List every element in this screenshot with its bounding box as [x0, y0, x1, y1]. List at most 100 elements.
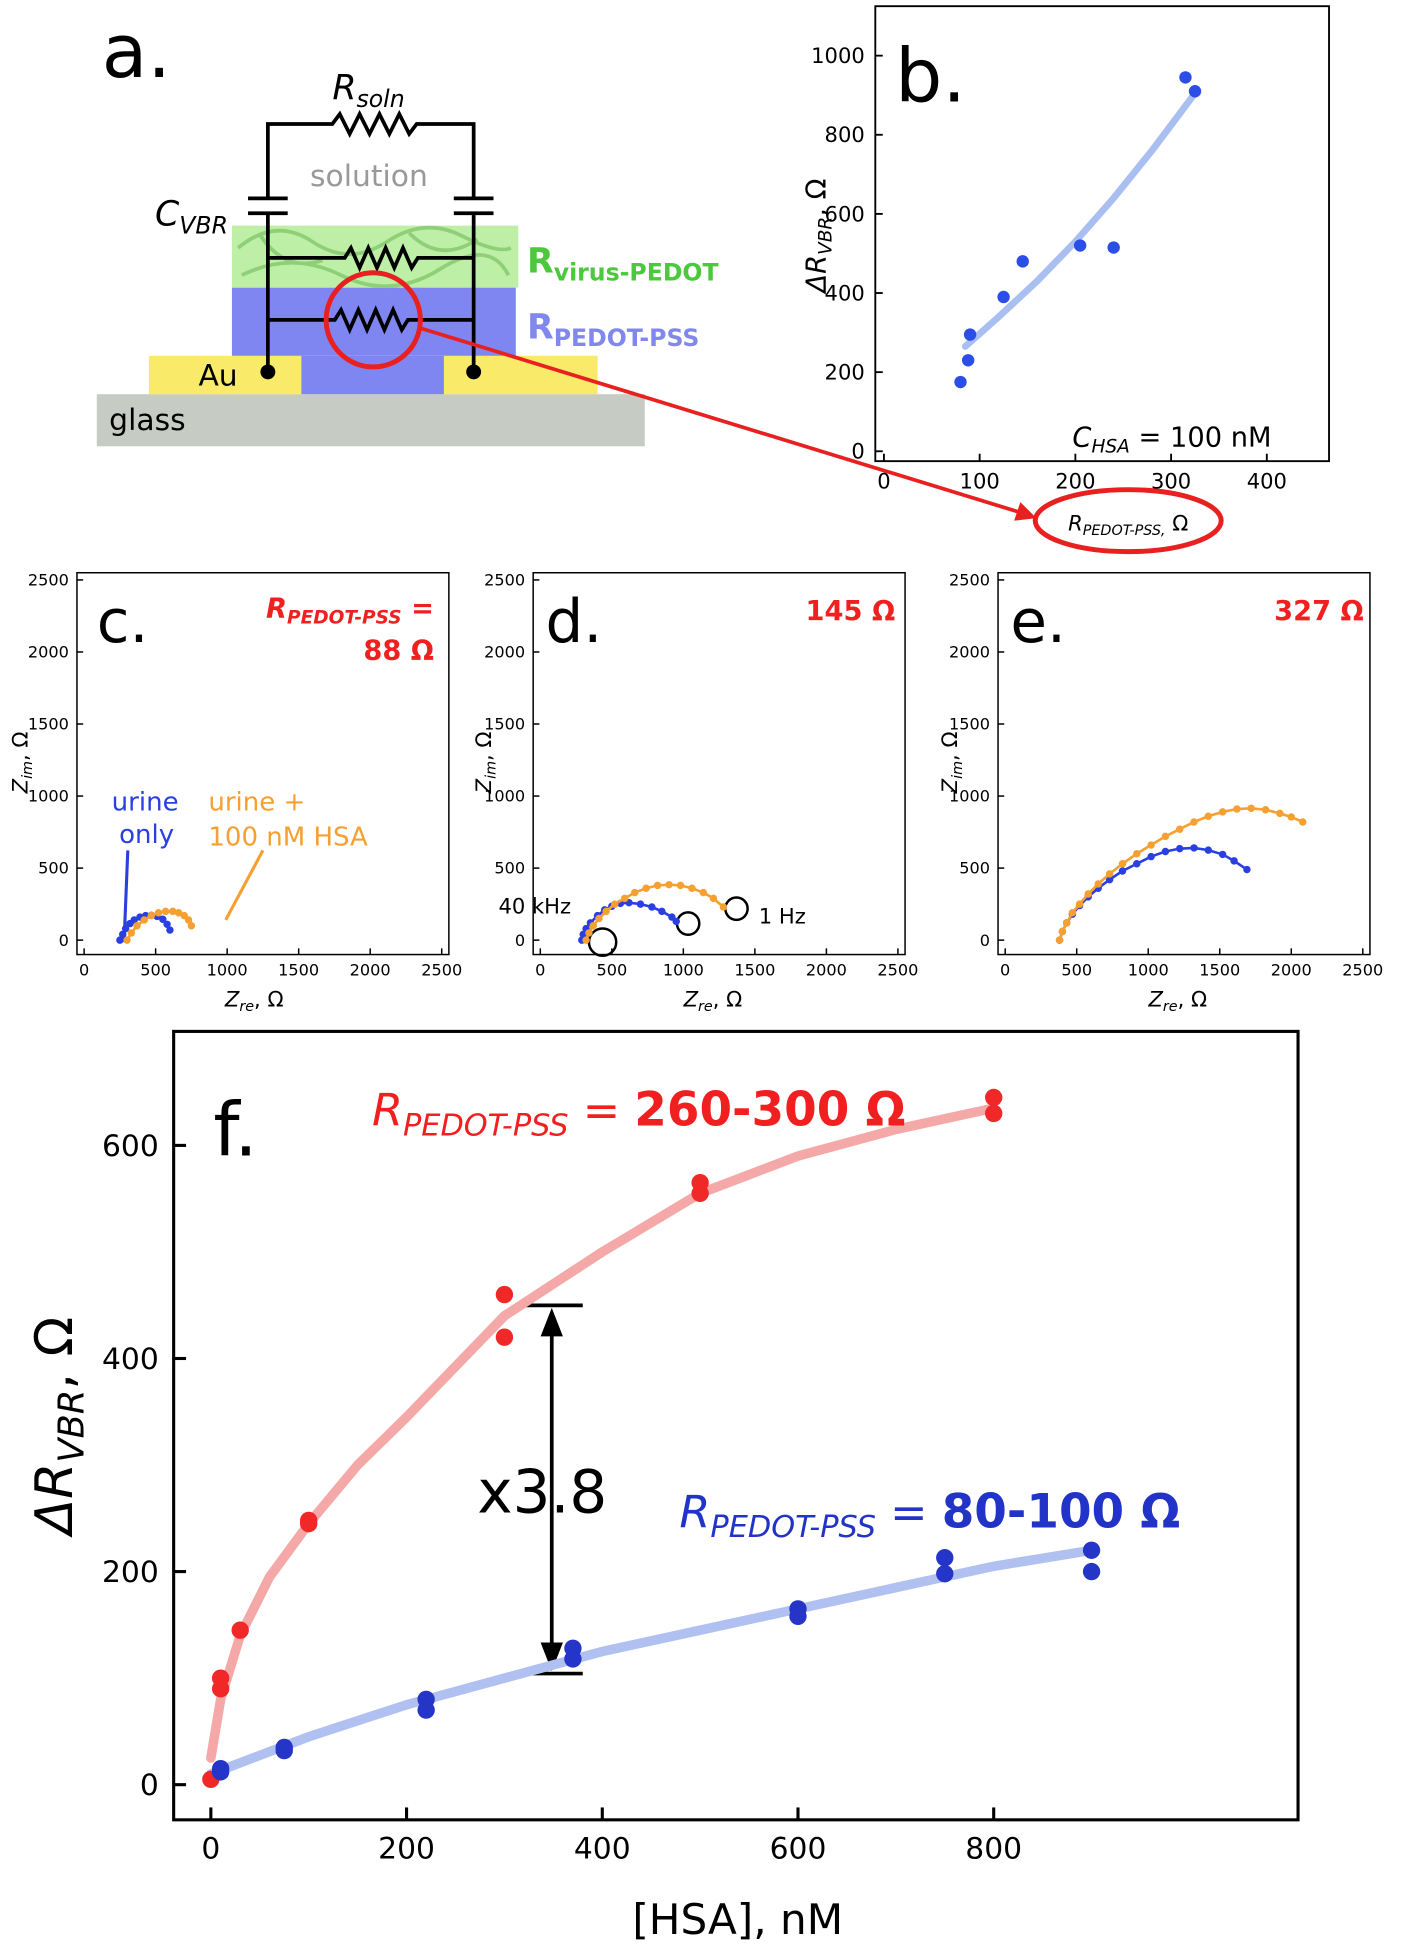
label-part: , Ω [713, 987, 743, 1012]
data-point [1107, 241, 1120, 254]
data-point [1298, 818, 1307, 826]
label-part: = [402, 593, 434, 624]
label: e. [1010, 588, 1066, 657]
plot-frame [997, 571, 1371, 956]
label: RPEDOT-PSS = 260-300 Ω [372, 1084, 905, 1144]
label: 40 kHz [498, 894, 571, 919]
data-point [985, 1088, 1003, 1107]
label-part: im [950, 761, 966, 779]
y-tick-label: 1000 [484, 787, 525, 806]
y-tick-label: 2000 [28, 643, 69, 662]
label-part: Z [937, 778, 962, 794]
y-tick-label: 0 [59, 931, 69, 950]
label-part: R [679, 1486, 710, 1538]
x-tick-label: 1500 [734, 960, 775, 979]
data-point [985, 1104, 1003, 1123]
y-tick-label: 800 [825, 122, 865, 147]
data-point [1058, 927, 1067, 936]
label: ΔRVBR, Ω [802, 179, 837, 295]
data-point [231, 1621, 249, 1639]
data-point [147, 911, 156, 920]
data-point [610, 900, 619, 908]
label: Rvirus-PEDOT [527, 242, 719, 287]
data-point [1133, 849, 1141, 858]
label-part: re [1163, 999, 1178, 1015]
series-line [206, 1545, 1097, 1779]
series-line [584, 883, 725, 942]
label: urine [112, 788, 179, 818]
x-tick-label: 1500 [278, 960, 319, 979]
y-tick-label: 1000 [811, 43, 865, 68]
label-part: Ω [1166, 511, 1189, 536]
label-part: R [527, 242, 554, 282]
label-part: im [484, 761, 500, 779]
data-point [130, 916, 138, 924]
data-point [133, 922, 141, 930]
x-tick-label: 2000 [1271, 960, 1312, 979]
x-tick-label: 1500 [1199, 960, 1240, 979]
data-point [1161, 832, 1170, 841]
plot-frame [76, 571, 450, 956]
label-part: VBR [51, 1390, 92, 1463]
data-point [169, 907, 177, 916]
data-point [1147, 841, 1155, 849]
au-left [148, 355, 302, 395]
data-point [1105, 870, 1114, 878]
frequency-marker [675, 911, 701, 936]
data-point [1218, 850, 1227, 859]
y-tick-label: 400 [825, 280, 865, 305]
label-part: C [155, 195, 180, 235]
label: Zre, Ω [1147, 987, 1207, 1016]
label-part: PEDOT-PSS, [1083, 523, 1166, 539]
data-point [1243, 865, 1251, 874]
frequency-marker [724, 896, 749, 922]
y-tick-label: 1500 [484, 715, 525, 734]
label-part: = [876, 1486, 942, 1538]
y-tick-label: 2000 [484, 643, 525, 662]
data-point [1062, 919, 1071, 927]
data-point [602, 907, 610, 916]
y-tick-label: 2500 [949, 571, 990, 590]
data-point [116, 936, 124, 944]
label: urine + [208, 788, 305, 818]
label-part: 80-100 Ω [942, 1485, 1181, 1539]
data-point [123, 936, 131, 944]
x-tick-label: 0 [535, 960, 545, 979]
x-tick-label: 400 [574, 1832, 631, 1867]
y-tick-label: 2500 [484, 571, 525, 590]
data-point [1276, 809, 1284, 818]
label: Au [198, 359, 237, 394]
data-point [1261, 806, 1270, 814]
x-tick-label: 0 [79, 960, 89, 979]
data-point [963, 328, 977, 341]
label-part: R [266, 593, 287, 624]
data-point [658, 907, 666, 916]
label-part: re [698, 999, 713, 1015]
data-point [495, 1285, 514, 1304]
label: 100 nM HSA [208, 822, 368, 852]
data-point [1147, 852, 1155, 861]
x-tick-label: 600 [770, 1832, 827, 1867]
data-point [1204, 812, 1213, 820]
label: solution [310, 159, 428, 194]
data-point [585, 929, 593, 937]
series-line [961, 89, 1199, 350]
data-point [187, 922, 196, 930]
data-point [1118, 860, 1127, 868]
series-line [206, 1103, 999, 1763]
pointer-arrow [421, 326, 1024, 516]
data-point [691, 1174, 709, 1192]
label: CHSA = 100 nM [1072, 422, 1271, 457]
label-part: PEDOT-PSS [287, 607, 402, 628]
data-point [121, 924, 130, 933]
data-point [1188, 85, 1202, 98]
data-point [163, 920, 171, 929]
label: RPEDOT-PSS = [266, 593, 434, 628]
data-point [1016, 255, 1029, 268]
x-tick-label: 2000 [806, 960, 847, 979]
y-tick-label: 2000 [949, 643, 990, 662]
y-tick-label: 200 [825, 360, 865, 385]
data-point [595, 914, 603, 923]
label-part: VBR [816, 217, 837, 255]
data-point [300, 1511, 318, 1530]
